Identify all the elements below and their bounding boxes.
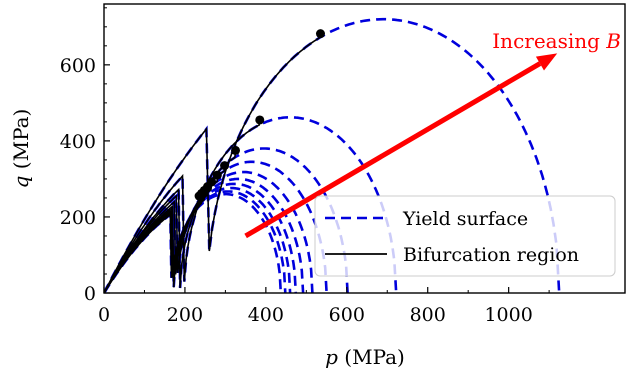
x-tick-label: 800	[410, 304, 446, 326]
annotation: Increasing B	[492, 29, 621, 53]
legend: Yield surface Bifurcation region	[314, 195, 616, 277]
plot-frame	[103, 3, 626, 294]
y-tick-label: 600	[60, 55, 96, 77]
y-tick-label: 200	[60, 207, 96, 229]
arrow-shaft	[244, 61, 542, 239]
y-tick-label: 0	[84, 283, 96, 305]
x-tick-label: 0	[98, 304, 110, 326]
bifurcation-point-2	[255, 115, 265, 125]
increasing-b-arrow	[244, 53, 558, 239]
bifurcation-line-1	[104, 33, 322, 293]
x-tick-label: 200	[167, 304, 203, 326]
bifurcation-point-1	[315, 29, 325, 39]
y-tick-label: 400	[60, 131, 96, 153]
axes: 0 200 400 600 800 1000 0 200 400 600 p (MPa) q (MPa…	[9, 3, 626, 369]
bifurcation-point-5	[212, 170, 222, 180]
bifurcation-point-4	[220, 161, 230, 171]
bifurcation-line-2	[104, 119, 261, 293]
x-tick-label: 1000	[484, 304, 532, 326]
bifurcation-line-10	[104, 195, 200, 293]
x-tick-label: 600	[329, 304, 365, 326]
legend-label: Yield surface	[402, 208, 528, 230]
x-axis-label: p (MPa)	[325, 345, 405, 369]
legend-box	[314, 195, 616, 277]
bifurcation-line-9	[104, 193, 203, 293]
bifurcation-region	[104, 29, 325, 293]
bifurcation-point-10	[194, 191, 204, 201]
x-tick-label: 400	[248, 304, 284, 326]
arrow-head	[535, 53, 558, 71]
legend-label: Bifurcation region	[403, 244, 579, 266]
increasing-b-label: Increasing B	[492, 29, 621, 53]
bifurcation-point-3	[231, 145, 241, 155]
y-axis-label: q (MPa)	[9, 109, 33, 189]
